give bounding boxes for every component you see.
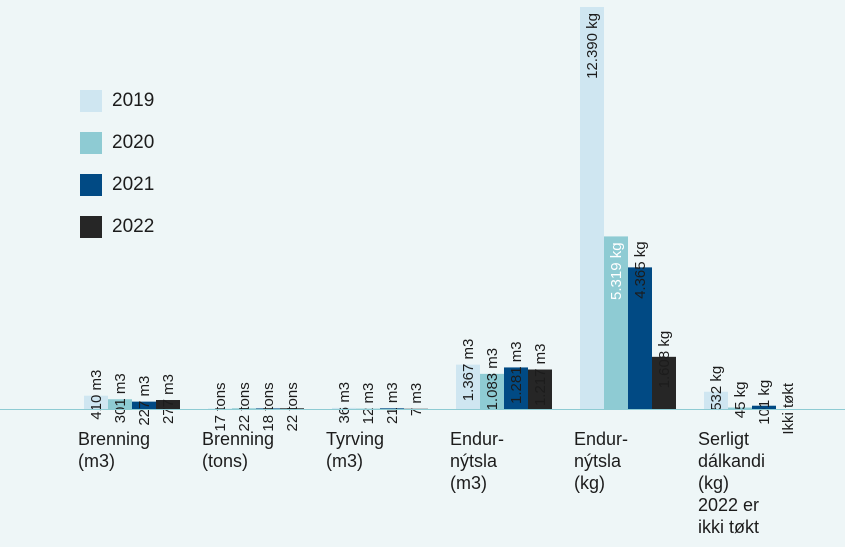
legend-label-2022: 2022 <box>112 216 155 237</box>
bar-brenning-tons-2021 <box>256 408 280 409</box>
bar-endur-nýtsla-m3-2020 <box>480 373 504 409</box>
bar-endur-nýtsla-kg-2020 <box>604 236 628 409</box>
value-label-serligt-dálkandi-kg-2022-er-ikki-tøkt-2019: 532 kg <box>708 366 725 411</box>
value-label-brenning-tons-2020: 22 tons <box>236 382 253 431</box>
legend-item-2020: 2020 <box>80 122 154 164</box>
value-label-endur-nýtsla-m3-2020: 1.083 m3 <box>484 348 501 411</box>
value-label-tyrving-m3-2020: 12 m3 <box>360 383 377 425</box>
bar-brenning-tons-2022 <box>280 408 304 409</box>
value-label-endur-nýtsla-kg-2021: 4.365 kg <box>632 241 649 299</box>
value-label-endur-nýtsla-kg-2019: 12.390 kg <box>584 13 601 79</box>
value-label-brenning-m3-2019: 410 m3 <box>88 370 105 420</box>
legend-swatch-2022 <box>80 216 102 238</box>
value-label-brenning-tons-2022: 22 tons <box>284 382 301 431</box>
category-label-serligt-dalkandi: Serligt dálkandi (kg) 2022 er ikki tøkt <box>698 429 766 537</box>
bar-brenning-tons-2020 <box>232 408 256 409</box>
value-label-endur-nýtsla-kg-2020: 5.319 kg <box>608 242 625 300</box>
bar-brenning-m3-2019 <box>84 395 108 409</box>
bar-brenning-m3-2021 <box>132 401 156 409</box>
bar-endur-nýtsla-kg-2019 <box>580 7 604 409</box>
value-label-tyrving-m3-2021: 21 m3 <box>384 382 401 424</box>
value-label-tyrving-m3-2019: 36 m3 <box>336 382 353 424</box>
bar-serligt-dálkandi-kg-2022-er-ikki-tøkt-2019 <box>704 391 728 409</box>
bar-endur-nýtsla-m3-2019 <box>456 364 480 409</box>
value-label-brenning-tons-2021: 18 tons <box>260 382 277 431</box>
bar-brenning-tons-2019 <box>208 408 232 409</box>
legend-label-2020: 2020 <box>112 132 155 153</box>
legend-label-2019: 2019 <box>112 90 155 111</box>
category-label-endurnytsla-kg: Endur- nýtsla (kg) <box>574 429 629 493</box>
bar-endur-nýtsla-kg-2022 <box>652 356 676 409</box>
bar-serligt-dálkandi-kg-2022-er-ikki-tøkt-2021 <box>752 405 776 409</box>
value-label-endur-nýtsla-m3-2022: 1.217 m3 <box>532 344 549 407</box>
value-label-brenning-m3-2021: 227 m3 <box>136 376 153 426</box>
value-label-endur-nýtsla-kg-2022: 1.608 kg <box>656 331 673 389</box>
bar-tyrving-m3-2021 <box>380 408 404 409</box>
value-label-endur-nýtsla-m3-2021: 1.281 m3 <box>508 341 525 404</box>
category-label-brenning-m3: Brenning (m3) <box>78 429 151 471</box>
legend-item-2022: 2022 <box>80 206 154 248</box>
legend-label-2021: 2021 <box>112 174 155 195</box>
bar-brenning-m3-2020 <box>108 399 132 409</box>
bar-endur-nýtsla-m3-2022 <box>528 369 552 409</box>
bar-serligt-dálkandi-kg-2022-er-ikki-tøkt-2020 <box>728 407 752 409</box>
legend-swatch-2021 <box>80 174 102 196</box>
value-label-endur-nýtsla-m3-2019: 1.367 m3 <box>460 339 477 402</box>
category-label-brenning-tons: Brenning (tons) <box>202 429 275 471</box>
value-label-brenning-m3-2020: 301 m3 <box>112 373 129 423</box>
category-label-tyrving-m3: Tyrving (m3) <box>326 429 385 471</box>
legend: 2019 2020 2021 2022 <box>80 80 154 248</box>
legend-item-2021: 2021 <box>80 164 154 206</box>
value-label-serligt-dálkandi-kg-2022-er-ikki-tøkt-2020: 45 kg <box>732 382 749 419</box>
value-label-brenning-m3-2022: 277 m3 <box>160 374 177 424</box>
bar-endur-nýtsla-m3-2021 <box>504 367 528 409</box>
legend-item-2019: 2019 <box>80 80 154 122</box>
bar-brenning-m3-2022 <box>156 400 180 409</box>
bar-tyrving-m3-2019 <box>332 407 356 409</box>
value-label-brenning-tons-2019: 17 tons <box>212 382 229 431</box>
legend-swatch-2019 <box>80 90 102 112</box>
bar-tyrving-m3-2020 <box>356 408 380 410</box>
value-label-tyrving-m3-2022: 7 m3 <box>408 383 425 416</box>
legend-swatch-2020 <box>80 132 102 154</box>
category-label-endurnytsla-m3: Endur- nýtsla (m3) <box>450 429 505 493</box>
bar-endur-nýtsla-kg-2021 <box>628 267 652 409</box>
value-label-serligt-dálkandi-kg-2022-er-ikki-tøkt-2022: Ikki tøkt <box>780 382 797 434</box>
value-label-serligt-dálkandi-kg-2022-er-ikki-tøkt-2021: 101 kg <box>756 380 773 425</box>
